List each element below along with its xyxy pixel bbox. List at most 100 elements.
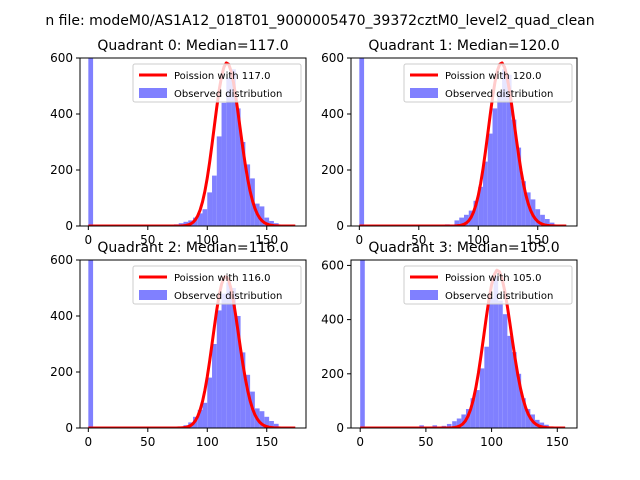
y-tick-label: 200: [50, 163, 73, 177]
histogram-bar: [464, 214, 469, 226]
histogram-bar: [493, 276, 499, 428]
histogram-bar: [226, 282, 232, 428]
legend-label: Observed distribution: [445, 291, 553, 302]
histogram-bar: [212, 175, 217, 226]
histogram-bar: [264, 217, 270, 226]
histogram-bar: [216, 310, 222, 428]
subplot-2: 0 50 100 150 0 200 400 600 Quadrant 2: Median=11…: [50, 240, 307, 449]
histogram-bar: [488, 297, 494, 428]
histogram-bar: [207, 192, 213, 226]
legend-bar-swatch: [410, 88, 438, 98]
legend: Poission with 105.0 Observed distribution: [403, 265, 573, 305]
y-tick-label: 400: [50, 107, 73, 121]
plot-area: [88, 260, 296, 428]
legend-label: Poission with 116.0: [174, 273, 270, 284]
histogram-bar: [446, 423, 452, 428]
y-tick-label: 0: [65, 421, 73, 435]
histogram-bar: [273, 423, 279, 428]
legend: Poission with 117.0 Observed distribution: [132, 63, 302, 103]
histogram-bar: [479, 368, 485, 428]
legend-bar-swatch: [139, 88, 167, 98]
figure-title: n file: modeM0/AS1A12_018T01_9000005470_…: [45, 13, 594, 29]
y-tick-label: 400: [321, 107, 344, 121]
histogram-bar: [535, 209, 541, 226]
histogram-bar: [360, 260, 365, 428]
histogram-bar: [473, 200, 479, 226]
histogram-bar: [502, 69, 507, 226]
histogram-bar: [240, 142, 246, 226]
histogram-bar: [539, 422, 545, 428]
subplot-title: Quadrant 2: Median=116.0: [97, 240, 288, 256]
legend-label: Poission with 117.0: [174, 71, 270, 82]
poisson-line: [359, 61, 567, 226]
histogram-bar: [259, 411, 265, 428]
histogram-bar: [207, 377, 213, 428]
histogram-bar: [269, 421, 274, 428]
histogram-bar: [470, 398, 476, 428]
x-tick-label: 0: [85, 233, 93, 247]
histogram-bar: [506, 74, 512, 226]
histogram-bar: [235, 316, 241, 428]
histogram-bar: [240, 352, 246, 428]
histogram-bar: [216, 136, 222, 226]
x-tick-label: 150: [255, 435, 278, 449]
legend-bar-swatch: [139, 290, 167, 300]
histogram-bar: [475, 390, 480, 428]
axes-frame: [79, 57, 307, 227]
histogram-bar: [197, 409, 203, 428]
subplot-3: 0 50 100 150 0 200 400 600 Quadrant 3: Median=10…: [321, 240, 578, 449]
histogram-bar: [231, 288, 236, 428]
histogram-bar: [88, 58, 94, 226]
subplot-0: 0 50 100 150 0 200 400 600 Quadrant 0: Median=11…: [50, 38, 307, 247]
x-tick-label: 0: [85, 435, 93, 449]
histogram-bar: [540, 214, 545, 226]
x-tick-label: 100: [467, 233, 490, 247]
legend: Poission with 116.0 Observed distribution: [132, 265, 302, 305]
subplot-1: 0 50 100 150 0 200 400 600 Quadrant 1: Median=12…: [321, 38, 578, 247]
x-tick-label: 150: [546, 435, 569, 449]
histogram-bar: [264, 416, 270, 428]
legend: Poission with 120.0 Observed distribution: [403, 63, 573, 103]
y-tick-label: 0: [65, 219, 73, 233]
histogram-bar: [245, 374, 251, 428]
x-tick-label: 100: [196, 233, 219, 247]
histogram-bar: [502, 314, 508, 428]
histogram-bar: [507, 335, 512, 428]
y-tick-label: 600: [321, 258, 344, 272]
histogram-bar: [183, 221, 189, 226]
histogram-bar: [525, 192, 531, 226]
histogram-bar: [544, 219, 550, 226]
x-tick-label: 50: [140, 435, 155, 449]
histogram-bar: [212, 344, 217, 428]
x-tick-label: 50: [140, 233, 155, 247]
legend-label: Observed distribution: [174, 291, 282, 302]
histogram-bar: [511, 119, 517, 226]
histogram-bar: [487, 133, 493, 226]
histogram-bar: [226, 77, 232, 226]
plot-area: [359, 58, 567, 226]
histogram-bar: [231, 69, 236, 226]
x-tick-label: 50: [411, 233, 426, 247]
subplot-title: Quadrant 0: Median=117.0: [97, 38, 288, 54]
x-tick-label: 150: [255, 233, 278, 247]
histogram-bar: [456, 418, 462, 428]
y-tick-label: 600: [50, 253, 73, 267]
legend-label: Observed distribution: [445, 89, 553, 100]
histogram-bar: [269, 220, 274, 226]
histogram-bar: [359, 58, 365, 226]
histogram-bar: [221, 102, 227, 226]
y-tick-label: 600: [50, 51, 73, 65]
y-tick-label: 400: [50, 309, 73, 323]
histogram-bar: [202, 402, 208, 428]
x-tick-label: 100: [480, 435, 503, 449]
histogram-bar: [245, 164, 251, 226]
poisson-line: [360, 268, 566, 428]
histogram-bar: [459, 217, 464, 226]
x-tick-label: 100: [196, 435, 219, 449]
histogram-bar: [521, 181, 526, 226]
poisson-line: [88, 275, 296, 428]
histogram-bar: [492, 108, 498, 226]
subplot-title: Quadrant 1: Median=120.0: [368, 38, 559, 54]
y-tick-label: 400: [321, 313, 344, 327]
